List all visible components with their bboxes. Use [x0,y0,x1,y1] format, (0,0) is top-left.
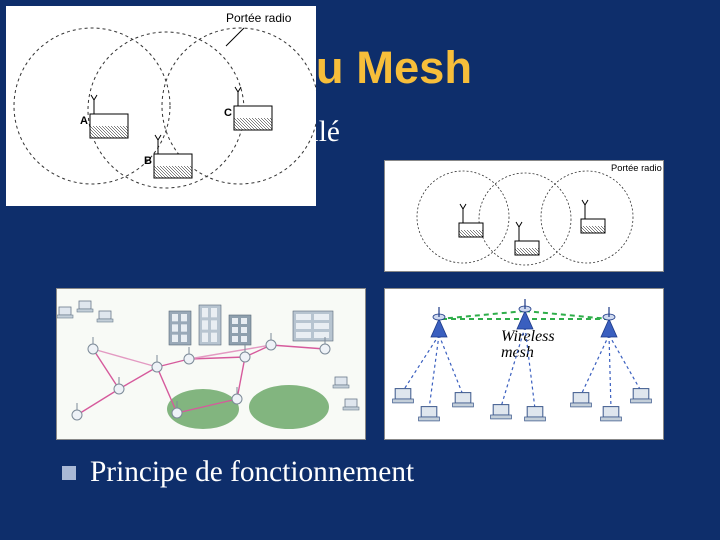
figure-radio-range-large: A B C Portée radio [6,6,316,206]
bottom-bullet-row: Principe de fonctionnement [62,456,414,489]
figure-mesh-city [56,288,366,440]
svg-text:Portée radio: Portée radio [611,163,662,173]
svg-text:Portée radio: Portée radio [226,11,292,25]
figure-wireless-mesh: Wirelessmesh [384,288,664,440]
svg-text:A: A [80,115,88,127]
bullet-square-icon [62,466,76,480]
slide: n du Mesh sh, réseaux maillé ABCPortée r… [0,0,720,540]
svg-text:Wireless: Wireless [501,328,555,345]
figure-radio-range-small: Portée radio [384,160,664,272]
svg-text:C: C [224,107,232,119]
bottom-bullet-text: Principe de fonctionnement [90,456,414,489]
svg-text:B: B [144,155,152,167]
